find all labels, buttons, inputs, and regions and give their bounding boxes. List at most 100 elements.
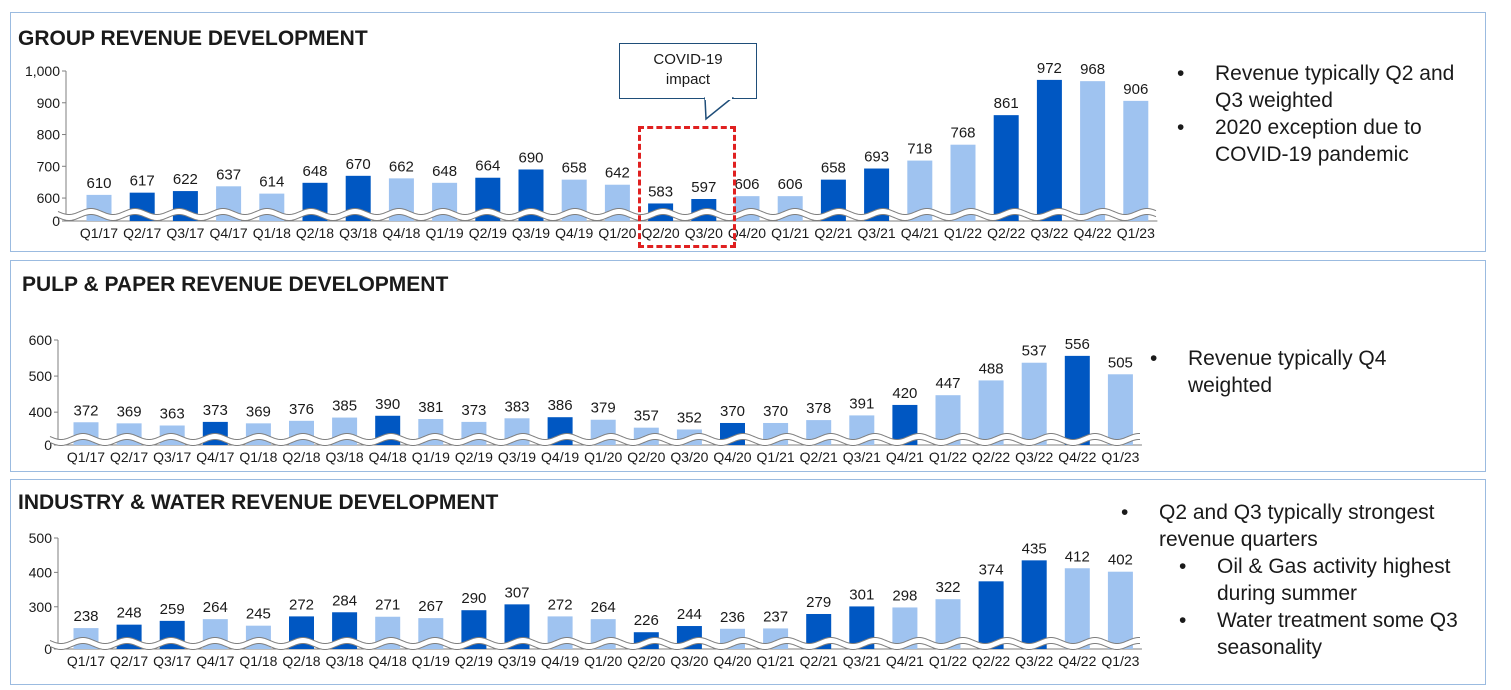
- bar-value-label: 622: [173, 171, 198, 188]
- x-tick-label: Q2/18: [296, 225, 334, 241]
- x-tick-label: Q4/17: [196, 653, 234, 669]
- bar: [993, 115, 1019, 221]
- x-tick-label: Q1/22: [929, 653, 967, 669]
- bar-value-label: 238: [73, 608, 98, 625]
- x-tick-label: Q2/17: [110, 653, 148, 669]
- bar-value-label: 658: [821, 160, 846, 177]
- x-tick-label: Q1/19: [412, 653, 450, 669]
- bar-value-label: 693: [864, 149, 889, 166]
- y-tick-label: 600: [37, 190, 61, 206]
- y-tick-label: 900: [37, 95, 61, 111]
- x-tick-label: Q1/18: [253, 225, 291, 241]
- bar-value-label: 363: [160, 406, 185, 423]
- y-tick-label: 500: [29, 530, 53, 546]
- x-tick-label: Q4/20: [713, 653, 751, 669]
- bar-value-label: 379: [591, 400, 616, 417]
- x-tick-label: Q3/22: [1030, 225, 1068, 241]
- bar-value-label: 236: [720, 609, 745, 626]
- x-tick-label: Q1/22: [929, 449, 967, 465]
- bar-value-label: 322: [935, 579, 960, 596]
- bar-value-label: 369: [246, 403, 271, 420]
- bar-value-label: 372: [73, 402, 98, 419]
- x-tick-label: Q2/22: [972, 653, 1010, 669]
- bar-value-label: 435: [1022, 540, 1047, 557]
- x-tick-label: Q2/21: [800, 653, 838, 669]
- bar-value-label: 583: [648, 183, 673, 200]
- x-tick-label: Q1/20: [584, 449, 622, 465]
- x-tick-label: Q2/17: [110, 449, 148, 465]
- x-tick-label: Q3/19: [498, 653, 536, 669]
- group-bullet-1: Revenue typically Q2 and Q3 weighted: [1177, 60, 1467, 114]
- bar-value-label: 378: [806, 400, 831, 417]
- y-tick-label: 400: [29, 404, 53, 420]
- x-tick-label: Q2/19: [455, 653, 493, 669]
- bar-value-label: 357: [634, 408, 659, 425]
- bar-value-label: 376: [289, 401, 314, 418]
- bar: [1123, 100, 1149, 221]
- bar-value-label: 248: [117, 605, 142, 622]
- bar-value-label: 648: [302, 163, 327, 180]
- bar-value-label: 259: [160, 601, 185, 618]
- bar-value-label: 385: [332, 398, 357, 415]
- x-tick-label: Q3/17: [153, 653, 191, 669]
- bar-value-label: 420: [892, 385, 917, 402]
- industry-water-bullet-1: Q2 and Q3 typically strongest revenue qu…: [1121, 499, 1471, 553]
- group-bullet-2: 2020 exception due to COVID-19 pandemic: [1177, 114, 1467, 168]
- bar-value-label: 447: [935, 375, 960, 392]
- bar-value-label: 352: [677, 409, 702, 426]
- bar-value-label: 972: [1037, 60, 1062, 77]
- axis-break-line-bottom: [49, 643, 1140, 650]
- axis-break-band: [50, 433, 1140, 446]
- x-tick-label: Q1/19: [426, 225, 464, 241]
- x-tick-label: Q4/21: [886, 449, 924, 465]
- x-tick-label: Q3/17: [166, 225, 204, 241]
- x-tick-label: Q4/19: [541, 449, 579, 465]
- bar-value-label: 374: [979, 561, 1004, 578]
- x-tick-label: Q2/17: [123, 225, 161, 241]
- group-chart-title: GROUP REVENUE DEVELOPMENT: [18, 27, 368, 50]
- y-tick-label: 800: [37, 127, 61, 143]
- x-tick-label: Q1/21: [757, 653, 795, 669]
- x-tick-label: Q1/21: [771, 225, 809, 241]
- x-tick-label: Q4/18: [369, 653, 407, 669]
- x-tick-label: Q3/20: [670, 449, 708, 465]
- x-tick-label: Q3/20: [685, 225, 723, 241]
- x-tick-label: Q2/21: [814, 225, 852, 241]
- bar-value-label: 556: [1065, 336, 1090, 353]
- covid-callout-tail: [704, 97, 735, 121]
- x-tick-label: Q3/22: [1015, 449, 1053, 465]
- x-tick-label: Q4/19: [541, 653, 579, 669]
- x-tick-label: Q2/19: [469, 225, 507, 241]
- x-tick-label: Q1/21: [757, 449, 795, 465]
- x-tick-label: Q3/17: [153, 449, 191, 465]
- y-tick-label: 500: [29, 368, 53, 384]
- covid-highlight-box: [638, 126, 736, 248]
- x-tick-label: Q2/20: [627, 653, 665, 669]
- bar: [1064, 568, 1090, 649]
- axis-break-band: [58, 208, 1156, 221]
- x-tick-label: Q3/19: [498, 449, 536, 465]
- bar-value-label: 373: [461, 402, 486, 419]
- x-tick-label: Q3/22: [1015, 653, 1053, 669]
- x-tick-label: Q1/18: [239, 449, 277, 465]
- x-tick-label: Q4/20: [728, 225, 766, 241]
- bar: [978, 380, 1004, 445]
- x-tick-label: Q1/17: [67, 449, 105, 465]
- y-tick-label: 0: [52, 213, 60, 229]
- y-tick-label: 0: [44, 437, 52, 453]
- pulp-paper-bullets: Revenue typically Q4 weighted: [1150, 345, 1440, 399]
- bar-value-label: 271: [375, 597, 400, 614]
- x-tick-label: Q4/22: [1058, 449, 1096, 465]
- bar-value-label: 279: [806, 594, 831, 611]
- bar: [1080, 81, 1106, 221]
- x-tick-label: Q2/21: [800, 449, 838, 465]
- x-tick-label: Q2/22: [972, 449, 1010, 465]
- bar-value-label: 617: [130, 173, 155, 190]
- bar-value-label: 505: [1108, 354, 1133, 371]
- x-tick-label: Q1/23: [1101, 653, 1139, 669]
- bar: [1021, 362, 1047, 445]
- bar-value-label: 412: [1065, 548, 1090, 565]
- bar-value-label: 267: [418, 598, 443, 615]
